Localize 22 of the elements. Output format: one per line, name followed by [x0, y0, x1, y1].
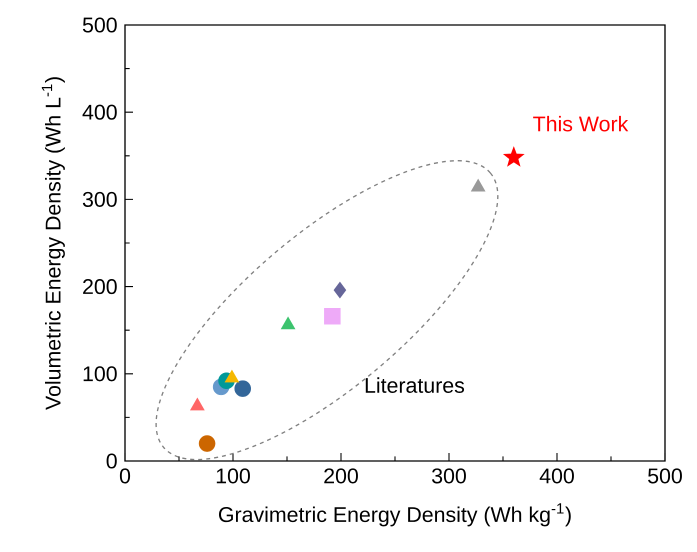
x-tick-label: 200: [324, 468, 358, 484]
x-tick-label: 100: [216, 468, 250, 484]
y-axis-title: Volumetric Energy Density (Wh L$^{-1}$): [42, 77, 65, 410]
point: [198, 435, 216, 452]
y-tick-label: 200: [83, 279, 117, 294]
point: [234, 380, 251, 397]
x-tick-label: 300: [432, 468, 466, 484]
y-tick-label: 0: [106, 453, 117, 469]
y-tick-label: 400: [82, 104, 117, 120]
point: [503, 146, 524, 166]
x-axis-title: Gravimetric Energy Density (Wh kg$^{-1}$): [218, 503, 571, 526]
point: [470, 178, 486, 192]
x-tick-label: 400: [540, 468, 574, 484]
y-tick-label: 100: [84, 366, 117, 382]
annotation: This Work: [533, 116, 628, 132]
y-tick-label: 300: [82, 192, 117, 207]
y-tick-label: 500: [82, 17, 117, 33]
annotation: Literatures: [366, 377, 464, 393]
x-tick-label: 500: [648, 468, 682, 484]
point: [324, 308, 341, 325]
point: [334, 282, 346, 298]
x-tick-label: 0: [120, 468, 130, 484]
